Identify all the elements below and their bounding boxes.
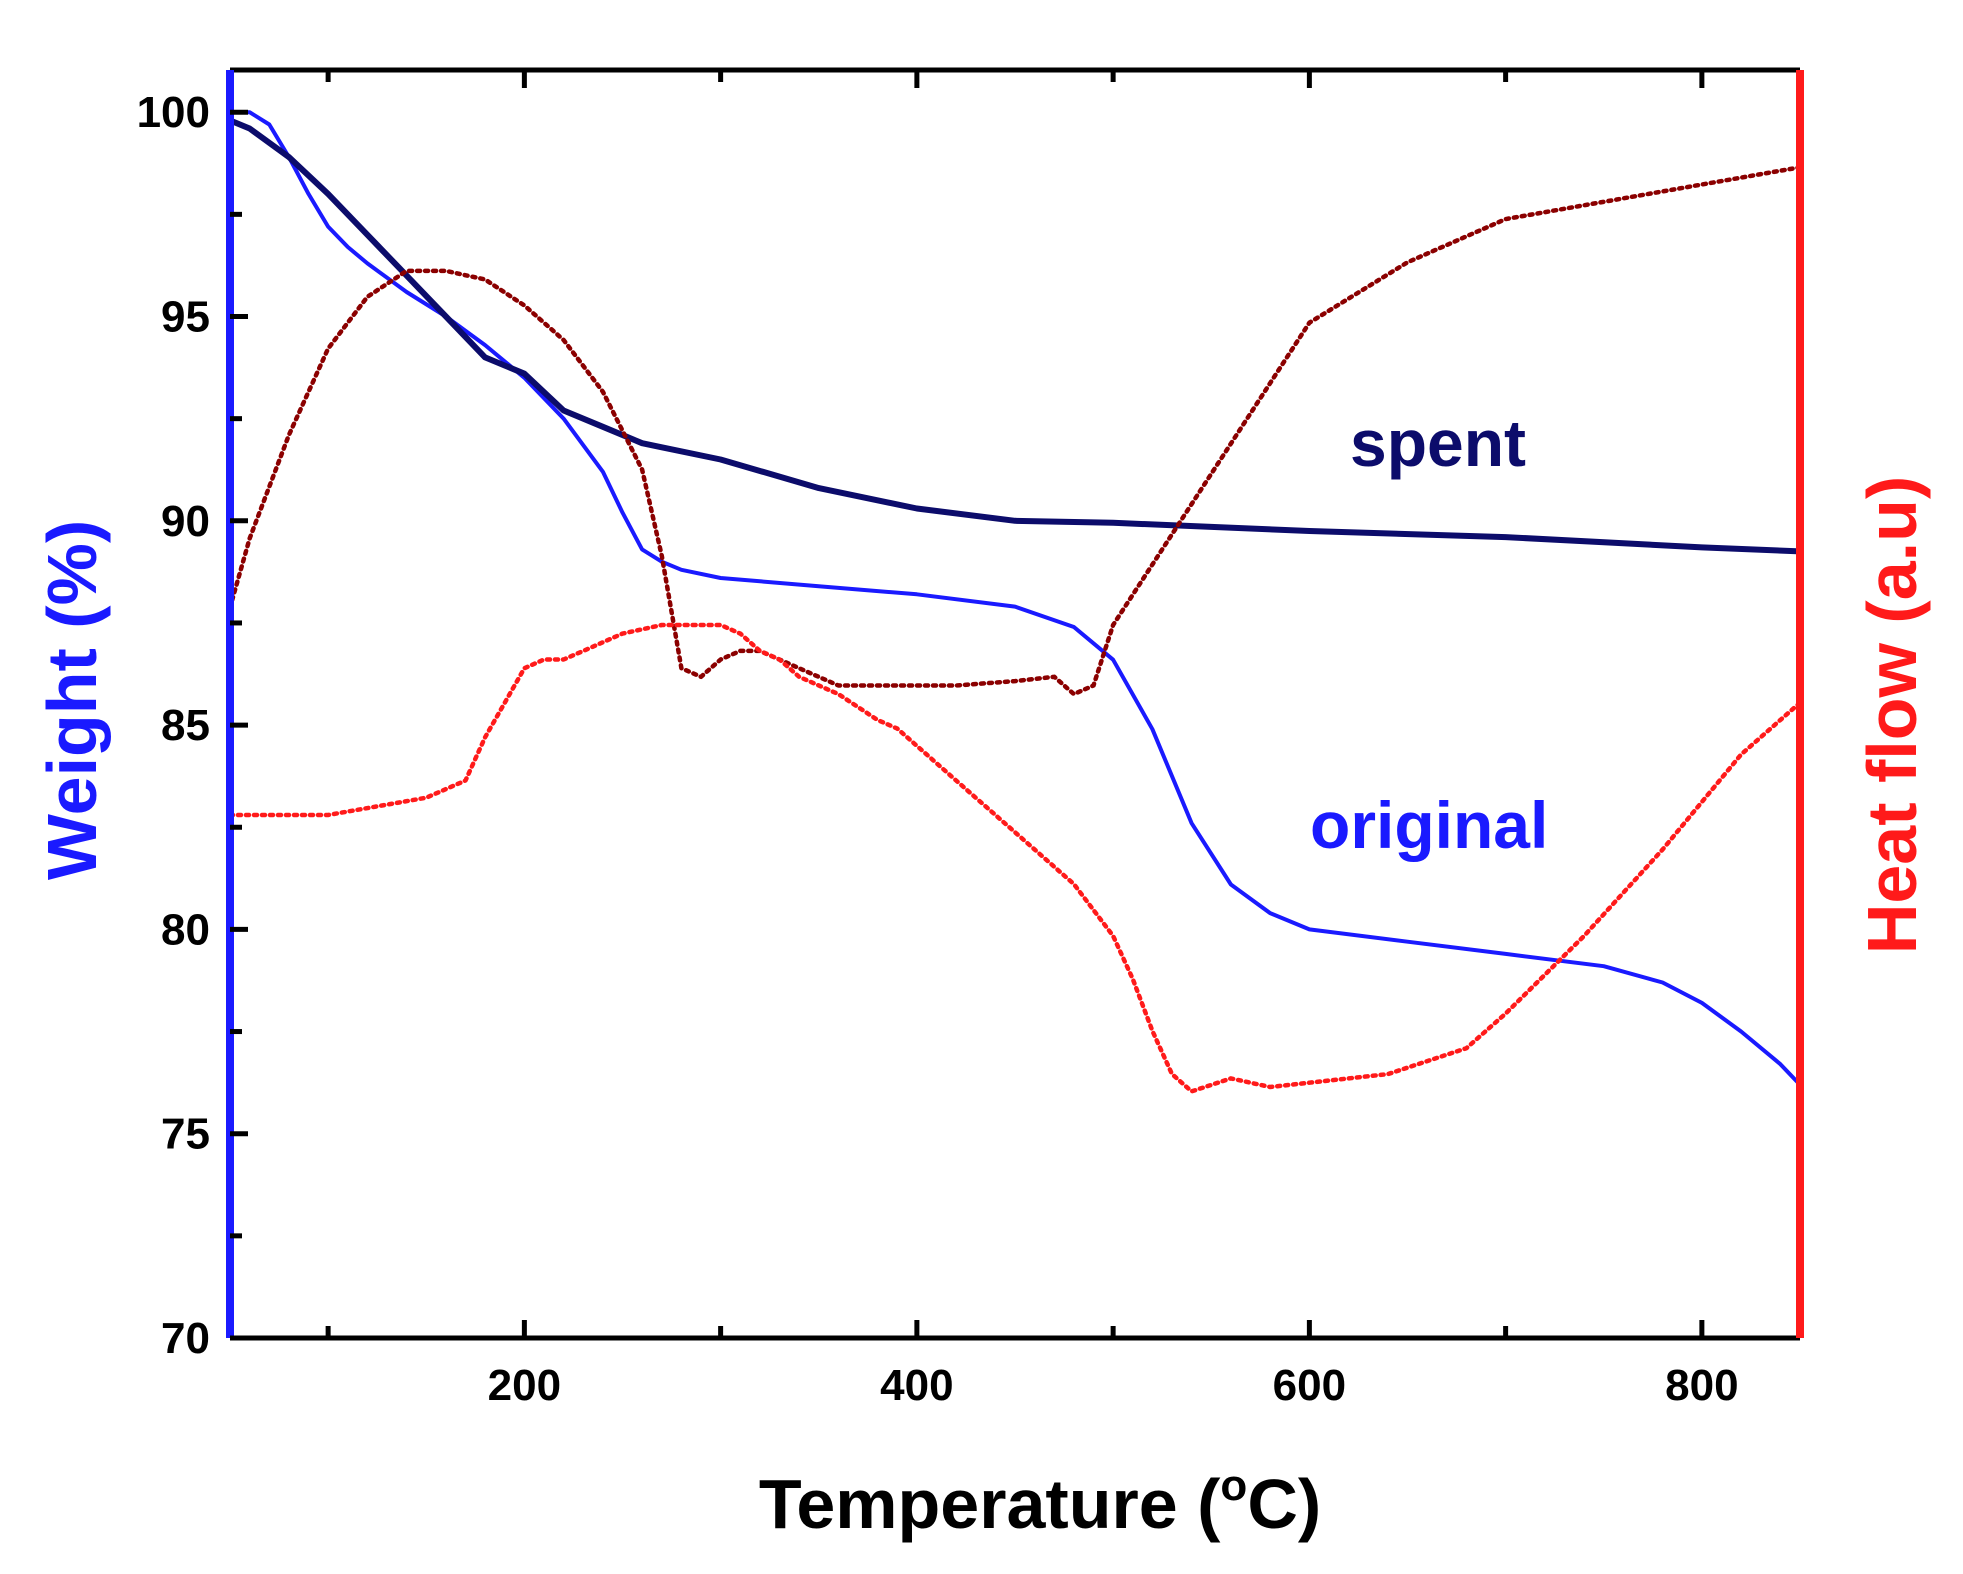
x-tick-label-800: 800 (1665, 1361, 1738, 1410)
y-tick-label-80: 80 (161, 905, 210, 954)
y-tick-label-85: 85 (161, 701, 210, 750)
y-tick-label-70: 70 (161, 1314, 210, 1363)
axis-ticks (230, 70, 1705, 1341)
original-label: original (1310, 788, 1548, 862)
spent-label: spent (1350, 406, 1526, 480)
plot-lines (227, 110, 1803, 1094)
x-tick-label-400: 400 (880, 1361, 953, 1410)
x-tick-label-600: 600 (1273, 1361, 1346, 1410)
series-line-spent (227, 117, 1803, 555)
plot-frame (226, 67, 1804, 1341)
y-tick-label-90: 90 (161, 497, 210, 546)
series-line-original (228, 110, 1802, 1087)
y-axis-title-right: Heat flow (a.u) (1853, 476, 1931, 954)
series-line-heat-flow-spent (227, 165, 1803, 697)
y-tick-label-95: 95 (161, 293, 210, 342)
x-axis-title-sup: o (1220, 1461, 1247, 1510)
x-axis-title-main: Temperature ( (759, 1465, 1221, 1543)
x-axis-title-end: C) (1247, 1465, 1321, 1543)
y-axis-title-left: Weight (%) (33, 520, 111, 880)
x-axis-title: Temperature (oC) (759, 1461, 1321, 1543)
series-line-heat-flow-original (227, 622, 1803, 1094)
x-tick-label-200: 200 (488, 1361, 561, 1410)
axis-tick-labels: 200 400 600 800 70 75 80 85 90 95 100 (137, 88, 1739, 1410)
y-tick-label-75: 75 (161, 1110, 210, 1159)
y-tick-label-100: 100 (137, 88, 210, 137)
